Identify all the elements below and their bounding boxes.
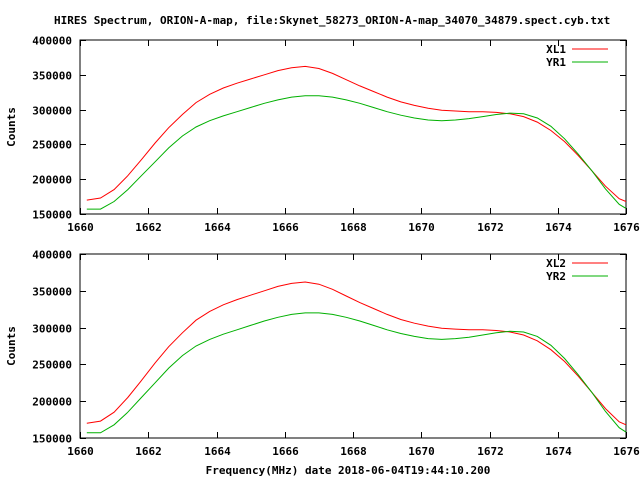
x-tick-label: 1674	[545, 445, 572, 458]
x-tick-label: 1664	[204, 221, 231, 234]
x-tick-label: 1664	[204, 445, 231, 458]
series-line-xl2	[86, 281, 627, 426]
x-tick-label: 1660	[67, 445, 94, 458]
y-tick-label: 300000	[32, 105, 72, 118]
legend-label: XL1	[546, 43, 566, 56]
x-tick-label: 1676	[613, 221, 640, 234]
x-tick-label: 1672	[477, 445, 504, 458]
y-tick-label: 150000	[32, 209, 72, 222]
series-line-yr2	[86, 312, 627, 434]
y-axis-label: Counts	[5, 107, 18, 147]
x-tick-label: 1662	[135, 445, 162, 458]
y-tick-label: 200000	[32, 174, 72, 187]
x-tick-label: 1674	[545, 221, 572, 234]
plot-frame	[79, 39, 627, 215]
x-tick-label: 1662	[135, 221, 162, 234]
legend-label: YR1	[546, 56, 566, 69]
y-tick-label: 150000	[32, 433, 72, 446]
y-tick-label: 300000	[32, 323, 72, 336]
x-tick-label: 1666	[272, 445, 299, 458]
x-tick-label: 1668	[340, 221, 367, 234]
x-tick-label: 1672	[477, 221, 504, 234]
x-tick-label: 1670	[408, 445, 435, 458]
spectrum-panel-top: 1660 1662 1664 1666 1668 1670 1672 1674 1676 1500…	[5, 35, 640, 235]
y-tick-label: 200000	[32, 396, 72, 409]
plot-frame	[79, 253, 627, 439]
x-tick-label: 1670	[408, 221, 435, 234]
y-tick-label: 400000	[32, 35, 72, 48]
spectrum-panel-bottom: 1660 1662 1664 1666 1668 1670 1672 1674 1676 1500…	[5, 249, 640, 459]
y-tick-label: 350000	[32, 70, 72, 83]
y-tick-label: 250000	[32, 139, 72, 152]
y-tick-label: 250000	[32, 359, 72, 372]
y-tick-label: 350000	[32, 286, 72, 299]
series-line-yr1	[86, 95, 627, 210]
legend-label: XL2	[546, 257, 566, 270]
y-axis-label: Counts	[5, 326, 18, 366]
legend-label: YR2	[546, 270, 566, 283]
x-tick-label: 1676	[613, 445, 640, 458]
series-line-xl1	[86, 65, 627, 202]
x-tick-label: 1660	[67, 221, 94, 234]
y-tick-label: 400000	[32, 249, 72, 262]
x-tick-label: 1666	[272, 221, 299, 234]
x-tick-label: 1668	[340, 445, 367, 458]
x-axis-label: Frequency(MHz) date 2018-06-04T19:44:10.…	[206, 464, 491, 477]
figure-title: HIRES Spectrum, ORION-A-map, file:Skynet…	[54, 14, 610, 27]
